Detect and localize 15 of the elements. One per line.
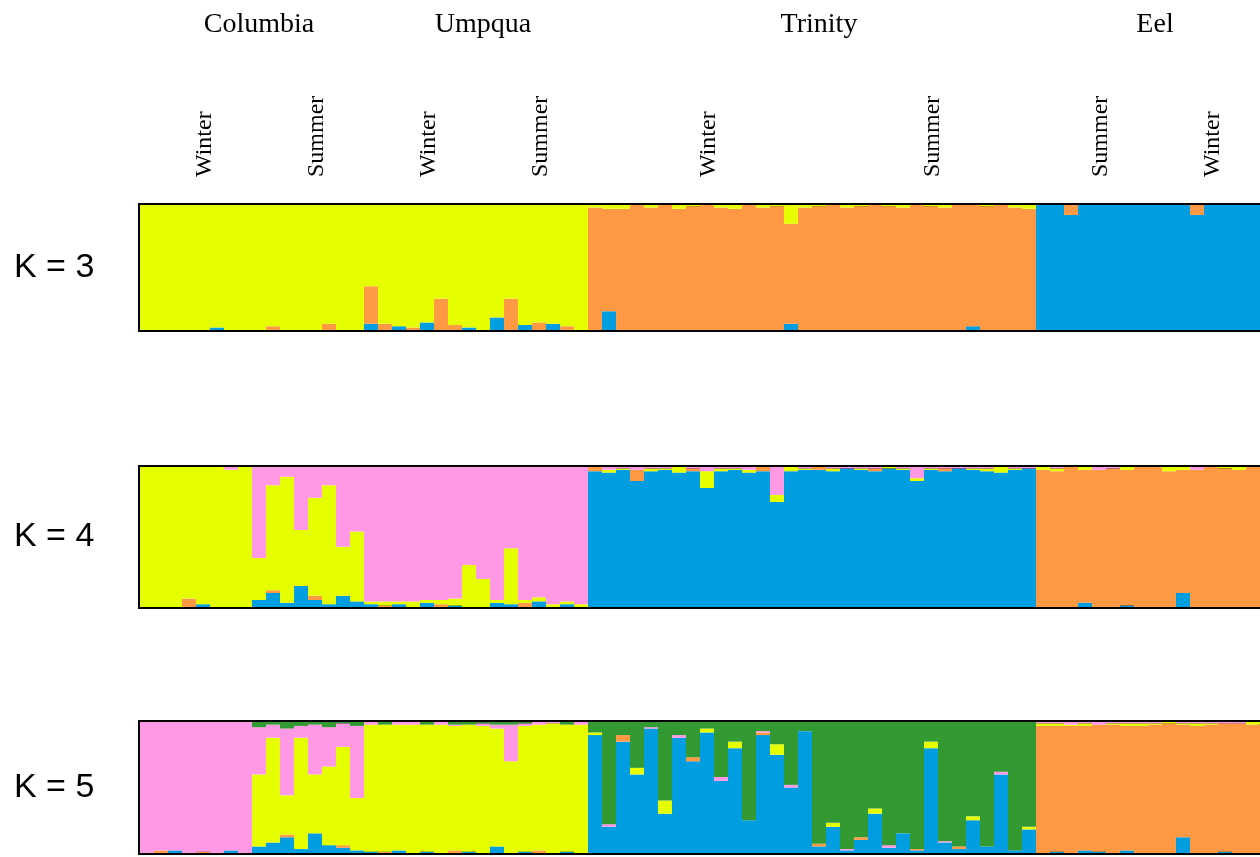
- text: Eel: [1136, 6, 1174, 38]
- y-axis-title: K = 4: [14, 515, 95, 553]
- text: Trinity: [780, 6, 858, 38]
- x-tick-label: Winter: [414, 111, 440, 177]
- text: Umpqua: [434, 6, 532, 38]
- x-tick-label: Summer: [1086, 95, 1112, 177]
- x-tick-label: Summer: [918, 95, 944, 177]
- x-tick-label: Summer: [526, 95, 552, 177]
- y-axis-title: K = 5: [14, 765, 95, 804]
- x-tick-label: Winter: [1198, 111, 1224, 177]
- x-tick-label: Summer: [302, 95, 328, 177]
- y-axis-title: K = 3: [14, 245, 95, 284]
- x-tick-label: Winter: [694, 111, 720, 177]
- text: Columbia: [203, 6, 315, 38]
- x-tick-label: Winter: [190, 111, 216, 177]
